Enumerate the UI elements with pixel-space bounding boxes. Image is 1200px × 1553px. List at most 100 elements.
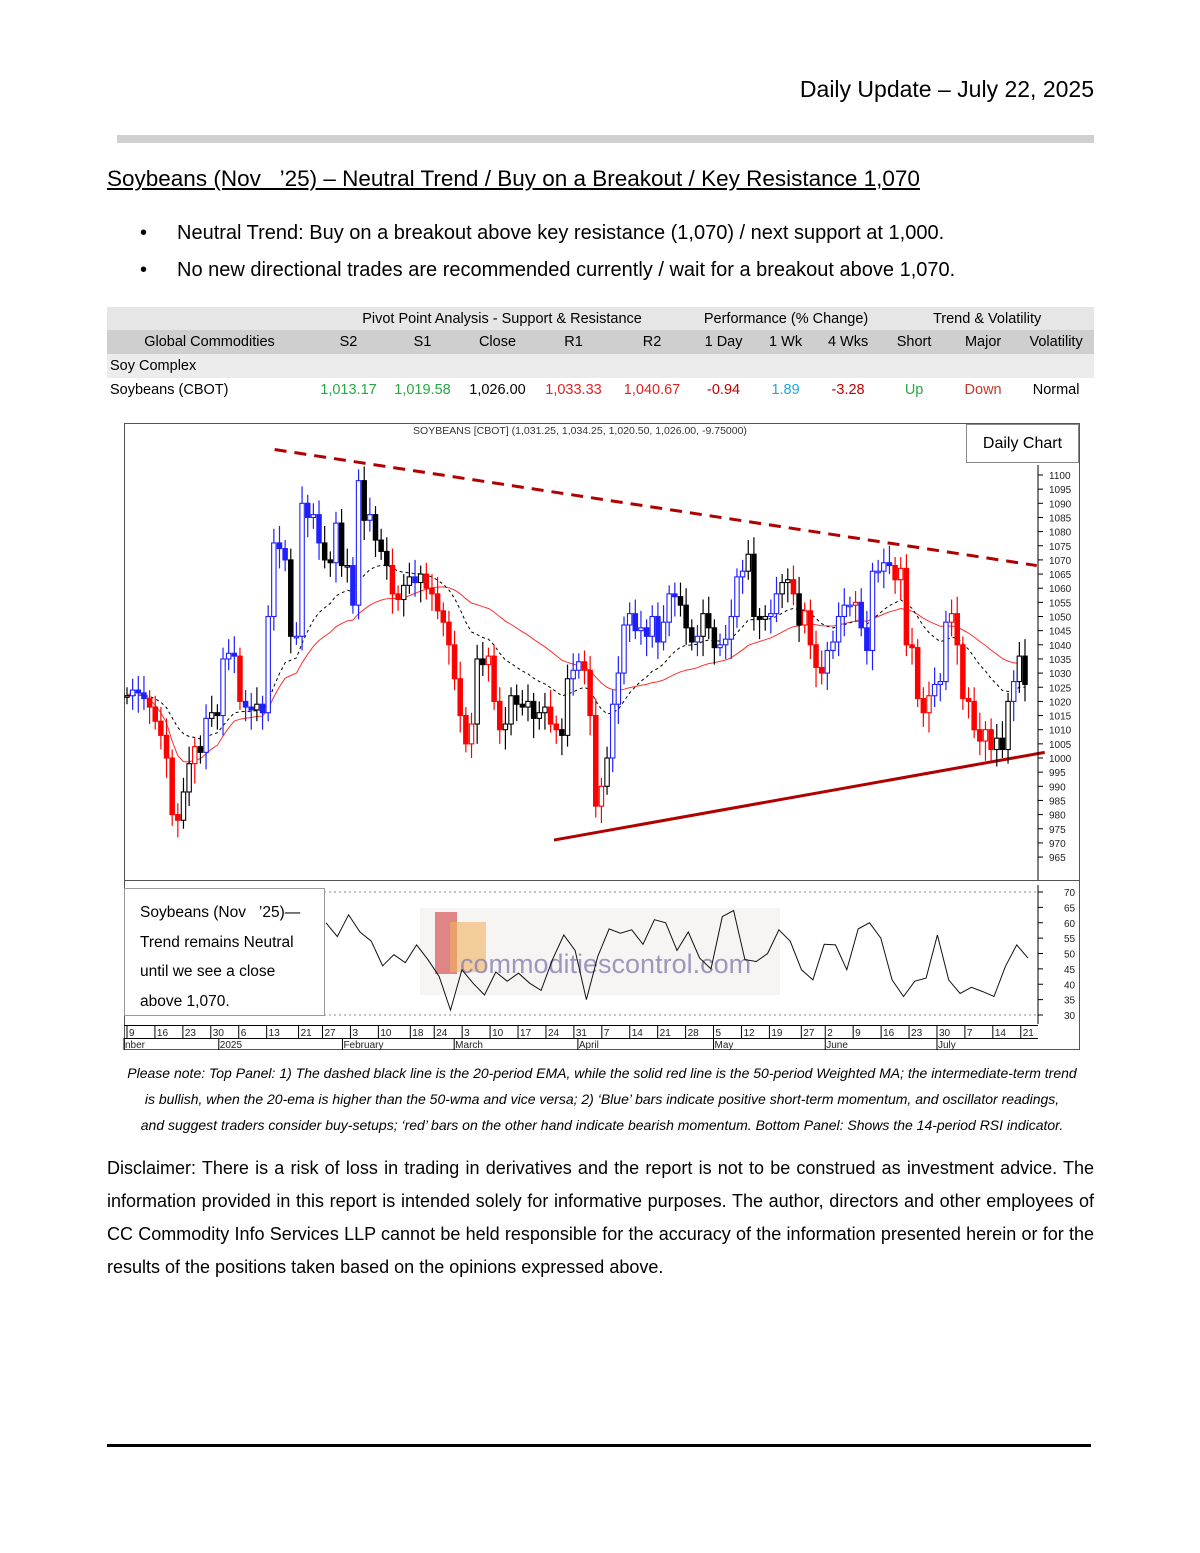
candle (920, 687, 927, 727)
candle-body (463, 714, 469, 745)
candle-body (790, 579, 797, 595)
candle (762, 605, 768, 631)
candle (632, 599, 639, 640)
candle (609, 690, 616, 773)
candle-body (581, 661, 588, 671)
candle-body (141, 692, 147, 700)
candle-body (321, 542, 328, 561)
price-panel (124, 448, 1045, 842)
date-tick-label: 30 (939, 1028, 951, 1039)
date-tick-label: 10 (380, 1028, 392, 1039)
candle (683, 588, 689, 645)
candle-body (530, 700, 537, 719)
candle-body (751, 553, 757, 618)
bullet-dot-icon: • (140, 222, 148, 244)
candle-body (948, 613, 955, 623)
candle (406, 562, 413, 594)
candle (655, 602, 661, 659)
date-tick-label: 31 (576, 1028, 588, 1039)
price-tick-label: 1040 (1049, 641, 1072, 652)
candle (841, 588, 848, 637)
header-divider (117, 135, 1094, 143)
candle (542, 692, 548, 730)
column-header: Volatility (1018, 330, 1095, 354)
candle-body (818, 666, 825, 674)
candle-body (943, 621, 949, 683)
candle-body (203, 717, 209, 753)
month-label: July (938, 1040, 956, 1051)
bullet-lead: Neutral Trend: (177, 222, 304, 244)
candle (1022, 639, 1028, 702)
candle-body (830, 641, 836, 652)
candle-body (429, 587, 435, 595)
candle-body (649, 615, 655, 637)
candle-body (801, 610, 808, 626)
candle (468, 712, 475, 758)
candle (677, 582, 684, 617)
candle-body (525, 700, 531, 708)
month-label: April (579, 1040, 599, 1051)
footer-rule (107, 1444, 1091, 1447)
candle (830, 630, 836, 659)
candle-body (237, 655, 243, 702)
candle (886, 545, 893, 575)
candle (875, 559, 881, 583)
candle (982, 721, 989, 761)
date-tick-label: 9 (129, 1028, 135, 1039)
candle (265, 605, 271, 722)
candle (717, 633, 723, 657)
candle-body (807, 610, 814, 646)
price-tick-label: 1075 (1049, 542, 1072, 553)
candle (773, 576, 780, 623)
candle (530, 692, 537, 739)
date-tick-label: 10 (492, 1028, 504, 1039)
candle-body (768, 613, 774, 618)
commentary-line: Soybeans (Nov ’25)— (140, 904, 301, 921)
trendline-resistance (274, 448, 1037, 568)
price-tick-label: 975 (1049, 825, 1066, 836)
price-tick-label: 1005 (1049, 740, 1072, 751)
candle-body (756, 615, 763, 620)
candle-body (999, 737, 1006, 751)
candle (519, 690, 526, 716)
candle (564, 664, 571, 747)
candle-body (384, 550, 390, 567)
candle (756, 608, 763, 640)
candle-body (282, 548, 288, 561)
candle-body (344, 565, 351, 568)
candle-body (231, 652, 238, 657)
candle-body (361, 480, 367, 521)
date-tick-label: 23 (185, 1028, 197, 1039)
candle (384, 537, 390, 580)
candle-body (643, 627, 650, 637)
candle-body (700, 613, 706, 637)
candle-body (576, 661, 582, 671)
candle-body (169, 757, 175, 816)
month-label: May (715, 1040, 734, 1051)
candle-body (660, 621, 667, 643)
candle (881, 548, 887, 589)
candle-body (135, 689, 142, 694)
candle-body (367, 514, 373, 521)
candle (361, 466, 367, 541)
candle (310, 503, 317, 529)
candle-body (598, 785, 605, 807)
candle-body (954, 613, 960, 646)
candle-body (864, 627, 870, 652)
table-cell: 1,033.33 (545, 382, 602, 398)
candle (502, 707, 509, 750)
candle (593, 698, 599, 818)
rsi-tick-label: 30 (1064, 1011, 1076, 1022)
candle (931, 667, 938, 708)
candle-body (965, 698, 972, 702)
candle-body (163, 734, 170, 759)
candle-body (225, 652, 232, 660)
candle-body (897, 567, 904, 581)
candle (129, 678, 136, 710)
date-tick-label: 13 (269, 1028, 281, 1039)
candle-body (355, 480, 362, 606)
candle (581, 650, 588, 685)
candle (276, 525, 283, 569)
candle-body (672, 593, 678, 598)
